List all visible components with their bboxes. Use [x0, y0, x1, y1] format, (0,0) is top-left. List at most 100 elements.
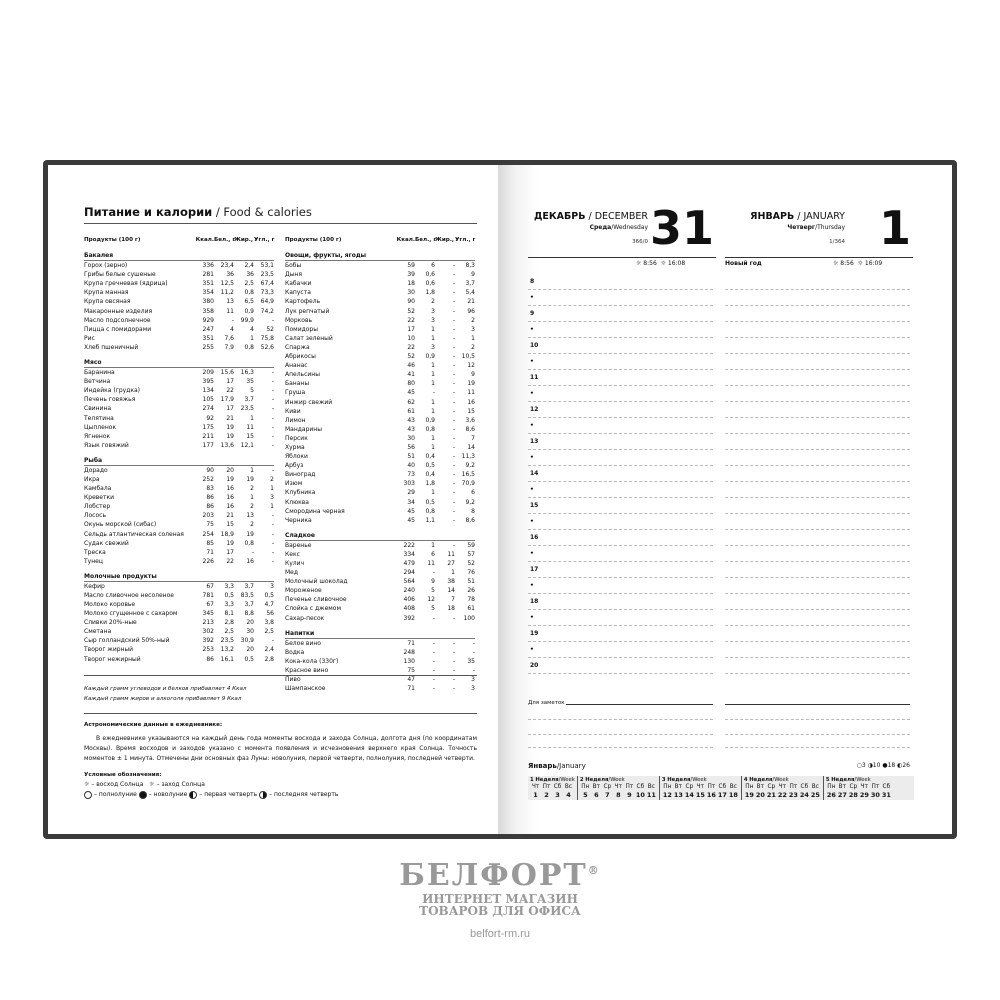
product-name: Сельдь атлантическая соленая — [84, 530, 184, 538]
value-cell: 71 — [407, 639, 415, 647]
product-name: Дыня — [285, 271, 302, 279]
value-cell: 15,6 — [220, 369, 234, 377]
value-cell: - — [452, 271, 455, 279]
value-cell: 240 — [403, 587, 415, 595]
week-number: 1 — [530, 777, 534, 783]
value-cell: - — [432, 639, 435, 647]
table-row: Сливки 20%-ные 213 2,8 20 3,8 — [84, 618, 274, 627]
sun-times: ☼ 8:56 ☼ 16:09 — [833, 260, 883, 267]
table-row: Кока-кола (330г) 130 - - 35 — [285, 657, 475, 666]
value-cell: 59 — [467, 541, 475, 549]
section-title: Рыба — [84, 456, 274, 466]
table-row: Лук репчатый 52 3 - 96 — [285, 307, 475, 316]
weekday: Чт — [614, 784, 623, 790]
value-cell: 16 — [226, 485, 234, 493]
table-row: Крупа манная 354 11,2 0,8 73,3 — [84, 288, 274, 297]
value-cell: - — [452, 407, 455, 415]
calendar-day: Пт 9 — [624, 783, 635, 799]
product-name: Мандарины — [285, 425, 322, 433]
weekday: Пн — [581, 784, 590, 790]
table-row: Масло подсолнечное 929-99,9- — [84, 316, 274, 325]
value-cell: 8,8 — [244, 610, 254, 618]
table-row: Печенье сливочное 406 12 7 78 — [285, 595, 475, 604]
value-cell: 3,7 — [244, 601, 254, 609]
value-cell: 30 — [246, 628, 254, 636]
section-title: Овощи, фрукты, ягоды — [285, 251, 475, 262]
value-cell: 15 — [467, 407, 475, 415]
value-cell: 17,9 — [220, 396, 234, 404]
date: 27 — [837, 791, 847, 799]
hour-label: 8 — [530, 278, 535, 285]
calendar-day: Чт 15 — [695, 783, 706, 799]
value-cell: 20 — [246, 646, 254, 654]
value-cell: - — [452, 262, 455, 270]
weekday: Вт — [592, 784, 601, 790]
table-row: Апельсины 41 1 - 9 — [285, 370, 475, 379]
value-cell: 56 — [407, 443, 415, 451]
value-cell: 2,4 — [244, 262, 254, 270]
value-cell: 61 — [467, 605, 475, 613]
value-cell: - — [452, 614, 455, 622]
value-cell: 19 — [226, 539, 234, 547]
table-row: Сметана 302 2,5 30 2,5 — [84, 627, 274, 636]
value-cell: 11,3 — [461, 453, 475, 461]
dashed-line — [528, 417, 713, 418]
table-row: Помидоры 17 1 - 3 — [285, 325, 475, 334]
value-cell: - — [271, 423, 274, 431]
value-cell: 1 — [250, 466, 254, 474]
value-cell: 226 — [202, 557, 214, 565]
product-name: Печенье сливочное — [285, 596, 347, 604]
dashed-line — [528, 513, 713, 514]
value-cell: 46 — [407, 362, 415, 370]
value-cell: 0,6 — [425, 271, 435, 279]
table-row: Рис 351 7,6 1 75,8 — [84, 334, 274, 343]
weekday: Вс — [647, 784, 655, 790]
dashed-line — [528, 401, 713, 402]
table-row: Арбуз 40 0,5 - 9,2 — [285, 461, 475, 470]
page-title: Питание и калории / Food & calories — [84, 205, 312, 219]
calendar-day: Пт 2 — [541, 783, 552, 799]
dashed-line — [528, 641, 713, 642]
value-cell: 345 — [202, 610, 214, 618]
value-cell: 1 — [250, 334, 254, 342]
value-cell: 302 — [202, 628, 214, 636]
date: 26 — [826, 791, 836, 799]
value-cell: 75,8 — [260, 334, 274, 342]
value-cell: - — [452, 307, 455, 315]
value-cell: - — [271, 539, 274, 547]
value-cell: 78 — [467, 596, 475, 604]
table-row: Горох (зерно) 336 23,4 2,4 53,1 — [84, 261, 274, 270]
calendar-day: Пт 16 — [706, 783, 717, 799]
dashed-line — [528, 449, 713, 450]
weekday: Вт — [674, 784, 683, 790]
value-cell: 2 — [270, 475, 274, 483]
notes-line — [566, 704, 713, 705]
value-cell: 30 — [407, 434, 415, 442]
value-cell: - — [271, 530, 274, 538]
table-row: Грибы белые сушеные 281 36 36 23,5 — [84, 270, 274, 279]
value-cell: 134 — [202, 387, 214, 395]
value-cell: 3,8 — [264, 619, 274, 627]
value-cell: 36 — [246, 271, 254, 279]
value-cell: 2,5 — [224, 628, 234, 636]
product-name: Тунец — [84, 557, 103, 565]
table-row: Кефир 67 3,3 3,7 3 — [84, 582, 274, 591]
dashed-line — [725, 529, 910, 530]
value-cell: 0,5 — [244, 655, 254, 663]
value-cell: 23,5 — [240, 405, 254, 413]
value-cell: 2,8 — [224, 619, 234, 627]
value-cell: 4 — [230, 325, 234, 333]
value-cell: 39 — [407, 271, 415, 279]
weekday: Чт — [531, 784, 540, 790]
value-cell: 255 — [202, 343, 214, 351]
weekday: Сб — [553, 784, 562, 790]
value-cell: - — [432, 569, 435, 577]
product-name: Клюква — [285, 498, 309, 506]
value-cell: - — [271, 369, 274, 377]
table-row: Язык говяжий 177 13,6 12,1 - — [84, 441, 274, 450]
date: 14 — [684, 791, 694, 799]
value-cell: - — [452, 666, 455, 674]
value-cell: 8 — [471, 507, 475, 515]
value-cell: 52,6 — [260, 343, 274, 351]
table-row: Крупа гречневая (ядрица) 351 12,5 2,5 67,4 — [84, 279, 274, 288]
